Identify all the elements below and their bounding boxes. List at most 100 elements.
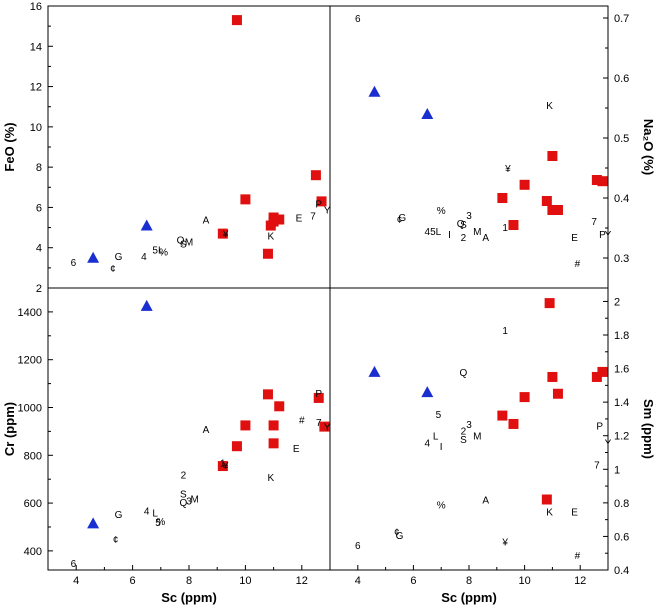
symbol-point: 6 — [71, 559, 77, 570]
symbol-point: # — [575, 551, 581, 562]
symbol-point: ¢ — [110, 264, 116, 275]
symbol-point: L — [152, 509, 158, 520]
triangle-point — [368, 85, 381, 97]
symbol-point: 4 — [425, 438, 431, 449]
symbol-point: G — [396, 531, 404, 542]
y-axis-label: Cr (ppm) — [2, 402, 17, 456]
y-axis-label: Na₂O (%) — [641, 119, 654, 175]
symbol-point: A — [203, 425, 210, 436]
symbol-point: ¢ — [397, 215, 403, 226]
x-axis-label: Sc (ppm) — [441, 590, 497, 605]
square-point — [319, 421, 330, 432]
symbol-point: M — [190, 494, 198, 505]
symbol-point: S — [460, 220, 467, 231]
triangle-point — [140, 299, 153, 311]
x-tick-label: 6 — [410, 575, 416, 587]
symbol-point: ¢ — [394, 527, 400, 538]
symbol-point: A — [482, 233, 489, 244]
symbol-point: 6 — [355, 14, 361, 25]
symbol-point: 2 — [181, 470, 187, 481]
symbol-point: 7 — [310, 211, 316, 222]
y-tick-label: 4 — [36, 243, 42, 255]
symbol-point: 3 — [466, 211, 472, 222]
y-tick-label: 12 — [30, 82, 42, 94]
y-tick-label: 0.7 — [614, 13, 629, 25]
square-point — [541, 196, 552, 206]
triangle-point — [87, 517, 100, 529]
x-tick-label: 10 — [239, 575, 251, 587]
y-tick-label: 0.3 — [614, 253, 629, 265]
symbol-point: M — [185, 238, 193, 249]
square-point — [316, 196, 327, 207]
square-point — [274, 214, 285, 225]
symbol-point: G — [115, 252, 123, 263]
square-point — [274, 401, 285, 412]
square-point — [310, 170, 321, 181]
square-point — [547, 371, 558, 382]
square-point — [497, 410, 508, 421]
symbol-point: Y — [324, 423, 331, 434]
square-point — [591, 175, 602, 185]
square-point — [519, 392, 530, 403]
symbol-point: % — [437, 501, 446, 512]
square-point — [597, 366, 608, 377]
symbol-point: 6 — [355, 541, 361, 552]
symbol-point: S — [180, 240, 187, 251]
y-tick-label: 1 — [614, 464, 620, 476]
x-axis-label: Sc (ppm) — [161, 590, 217, 605]
square-point — [547, 151, 558, 161]
square-point — [547, 205, 558, 215]
x-tick-label: 10 — [518, 575, 530, 587]
y-tick-label: 14 — [30, 41, 42, 53]
square-point — [497, 193, 508, 203]
x-tick-label: 4 — [355, 575, 361, 587]
y-tick-label: 1000 — [18, 402, 42, 414]
symbol-point: ¥ — [222, 230, 229, 241]
symbol-point: 7 — [591, 217, 597, 228]
y-tick-label: 1.4 — [614, 397, 629, 409]
square-point — [231, 15, 242, 26]
symbol-point: 3 — [186, 497, 192, 508]
symbol-point: 1 — [220, 458, 226, 469]
x-tick-label: 6 — [130, 575, 136, 587]
symbol-point: 5 — [155, 518, 161, 529]
symbol-point: P — [599, 230, 606, 241]
symbol-point: K — [267, 232, 274, 243]
symbol-point: L — [433, 432, 439, 443]
symbol-point: 5 — [436, 410, 442, 421]
square-point — [544, 298, 555, 309]
symbol-point: Q — [457, 219, 465, 230]
symbol-point: 2 — [461, 427, 467, 438]
symbol-point: 7 — [594, 460, 600, 471]
symbol-point: ¥ — [501, 537, 508, 548]
symbol-point: 4 — [425, 227, 431, 238]
y-tick-label: 2 — [614, 296, 620, 308]
y-tick-label: 2 — [36, 283, 42, 295]
symbol-point: % — [159, 248, 168, 259]
square-point — [552, 388, 563, 399]
symbol-point: 5L — [430, 227, 442, 238]
square-point — [591, 371, 602, 382]
symbol-point: Q — [177, 236, 185, 247]
square-point — [313, 392, 324, 403]
y-tick-label: 0.5 — [614, 133, 629, 145]
symbol-point: G — [115, 510, 123, 521]
y-tick-label: 800 — [24, 450, 42, 462]
square-point — [262, 248, 273, 259]
triangle-point — [140, 219, 153, 231]
symbol-point: 6 — [71, 258, 77, 269]
symbol-point: S — [180, 490, 187, 501]
symbol-point: 2 — [461, 233, 467, 244]
triangle-point — [368, 365, 381, 377]
square-point — [508, 418, 519, 429]
y-axis-label: FeO (%) — [2, 122, 17, 171]
symbol-point: # — [575, 259, 581, 270]
y-tick-label: 1.8 — [614, 330, 629, 342]
y-axis-label: Sm (ppm) — [641, 399, 654, 459]
symbol-point: I — [440, 442, 443, 453]
y-tick-label: 0.8 — [614, 498, 629, 510]
x-tick-label: 12 — [574, 575, 586, 587]
y-tick-label: 600 — [24, 498, 42, 510]
square-point — [552, 205, 563, 215]
